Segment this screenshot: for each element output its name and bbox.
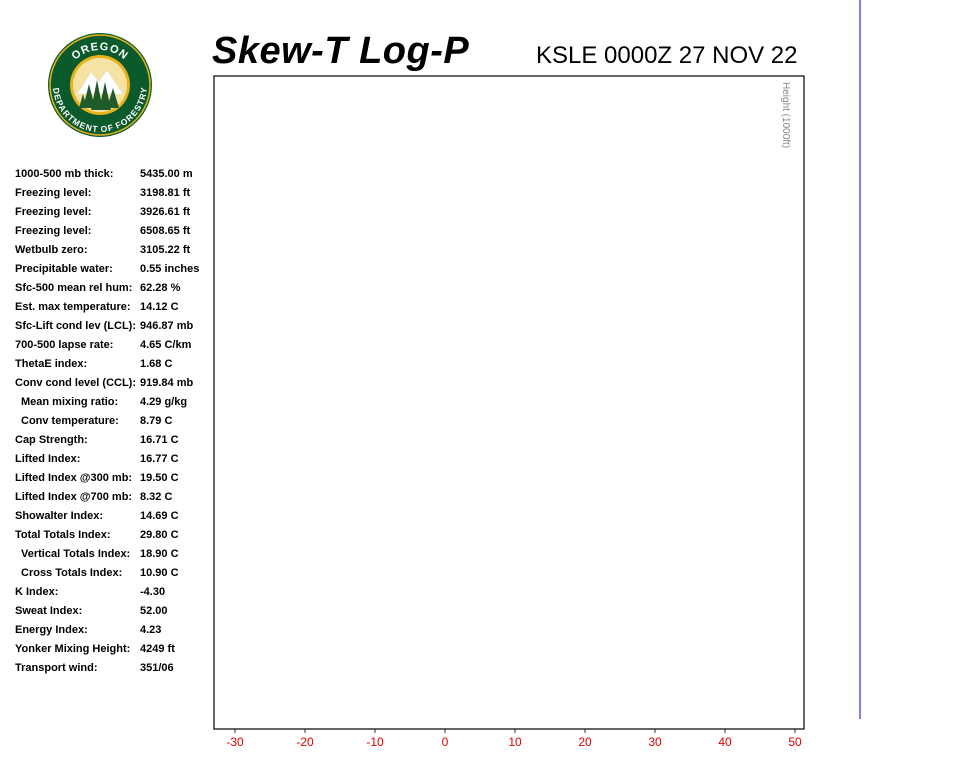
stat-label: Yonker Mixing Height:: [15, 643, 131, 655]
stat-value: 10.90 C: [140, 567, 179, 579]
stat-label: Sfc-500 mean rel hum:: [15, 282, 133, 294]
logo-tree-icon: [79, 80, 119, 110]
stat-value: 16.71 C: [140, 434, 179, 446]
stat-value: 14.12 C: [140, 301, 179, 313]
stat-label: Cross Totals Index:: [21, 567, 123, 579]
stat-value: 3926.61 ft: [140, 206, 191, 218]
stat-label: 1000-500 mb thick:: [15, 168, 114, 180]
stat-label: 700-500 lapse rate:: [15, 339, 114, 351]
stat-value: 0.55 inches: [140, 263, 200, 275]
stat-label: Total Totals Index:: [15, 529, 111, 541]
stat-value: 4.29 g/kg: [140, 396, 188, 408]
stat-label: Sweat Index:: [15, 605, 83, 617]
stat-label: Mean mixing ratio:: [21, 396, 119, 408]
oregon-forestry-logo: OREGON DEPARTMENT OF FORESTRY: [48, 33, 152, 137]
stat-value: 351/06: [140, 662, 174, 674]
x-tick-label: 50: [788, 735, 802, 749]
x-tick-label: -10: [366, 735, 384, 749]
stat-label: ThetaE index:: [15, 358, 88, 370]
stat-label: Precipitable water:: [15, 263, 113, 275]
x-tick-label: -20: [296, 735, 314, 749]
height-axis-label: Height (1000ft): [780, 82, 791, 148]
stat-label: Lifted Index @300 mb:: [15, 472, 133, 484]
stat-label: Lifted Index:: [15, 453, 81, 465]
stat-value: 8.32 C: [140, 491, 173, 503]
x-tick-label: -30: [226, 735, 244, 749]
stat-label: Cap Strength:: [15, 434, 88, 446]
stat-label: Wetbulb zero:: [15, 244, 88, 256]
stat-label: K Index:: [15, 586, 59, 598]
stat-label: Freezing level:: [15, 206, 92, 218]
stat-label: Conv cond level (CCL):: [15, 377, 137, 389]
stat-value: 4249 ft: [140, 643, 175, 655]
x-tick-label: 20: [578, 735, 592, 749]
plot-frame: [213, 75, 805, 730]
stat-label: Lifted Index @700 mb:: [15, 491, 133, 503]
stat-label: Freezing level:: [15, 225, 92, 237]
stat-value: 62.28 %: [140, 282, 181, 294]
stat-value: 4.23: [140, 624, 162, 636]
stat-label: Conv temperature:: [21, 415, 119, 427]
stat-label: Showalter Index:: [15, 510, 104, 522]
x-tick-label: 10: [508, 735, 522, 749]
stat-value: 18.90 C: [140, 548, 179, 560]
stat-label: Energy Index:: [15, 624, 88, 636]
stat-label: Est. max temperature:: [15, 301, 131, 313]
stat-value: 52.00: [140, 605, 168, 617]
stat-value: -4.30: [140, 586, 166, 598]
x-tick-label: 40: [718, 735, 732, 749]
stat-label: Sfc-Lift cond lev (LCL):: [15, 320, 136, 332]
stat-value: 29.80 C: [140, 529, 179, 541]
stat-value: 8.79 C: [140, 415, 173, 427]
stat-value: 3198.81 ft: [140, 187, 191, 199]
stat-value: 3105.22 ft: [140, 244, 191, 256]
stat-value: 6508.65 ft: [140, 225, 191, 237]
x-tick-label: 30: [648, 735, 662, 749]
stat-value: 19.50 C: [140, 472, 179, 484]
stat-value: 1.68 C: [140, 358, 173, 370]
stat-value: 16.77 C: [140, 453, 179, 465]
stat-label: Vertical Totals Index:: [21, 548, 131, 560]
stat-value: 919.84 mb: [140, 377, 194, 389]
stat-value: 14.69 C: [140, 510, 179, 522]
chart-title: Skew-T Log-P: [212, 30, 470, 72]
stat-label: Freezing level:: [15, 187, 92, 199]
stat-value: 5435.00 m: [140, 168, 193, 180]
station-time-label: KSLE 0000Z 27 NOV 22: [536, 42, 798, 69]
stat-value: 4.65 C/km: [140, 339, 192, 351]
stat-label: Transport wind:: [15, 662, 98, 674]
x-tick-label: 0: [442, 735, 449, 749]
stat-value: 946.87 mb: [140, 320, 194, 332]
